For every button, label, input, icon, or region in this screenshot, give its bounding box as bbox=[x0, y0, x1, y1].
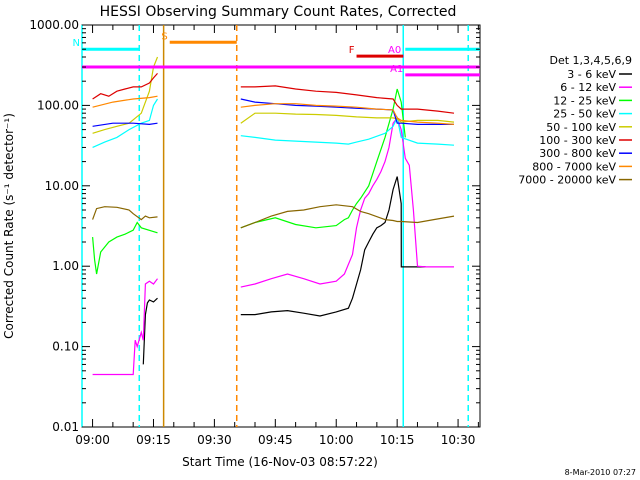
series-lines bbox=[92, 56, 455, 376]
y-ticks: 0.01 0.10 1.00 10.00 100.00 1000.00 bbox=[29, 18, 480, 434]
legend-label: 50 - 100 keV bbox=[546, 121, 616, 134]
series-line-25-50keV bbox=[92, 98, 159, 148]
y-tick-label: 1.00 bbox=[52, 259, 79, 273]
series-line-6-12keV bbox=[92, 278, 158, 376]
series-line-12-25keV bbox=[92, 221, 158, 275]
series-line-100-300keV bbox=[240, 85, 455, 114]
interval-bars: N S F A0 A1 bbox=[73, 31, 480, 77]
series-line-800-7000keV bbox=[240, 103, 455, 125]
legend-header: Det 1,3,4,5,6,9 bbox=[549, 54, 632, 67]
interval-label: A1 bbox=[390, 64, 403, 75]
series-line-12-25keV bbox=[240, 88, 406, 229]
series-line-300-800keV bbox=[92, 122, 158, 127]
interval-label: A0 bbox=[388, 45, 401, 56]
series-line-3-6keV bbox=[142, 297, 158, 365]
x-tick-label: 10:30 bbox=[441, 433, 476, 447]
plot-frame bbox=[81, 24, 481, 428]
y-tick-label: 0.01 bbox=[52, 420, 79, 434]
interval-label: F bbox=[349, 45, 355, 56]
y-tick-label: 100.00 bbox=[37, 98, 79, 112]
series-line-3-6keV bbox=[240, 176, 426, 317]
y-tick-label: 1000.00 bbox=[29, 18, 79, 32]
legend-label: 3 - 6 keV bbox=[567, 68, 616, 81]
interval-label: S bbox=[161, 31, 167, 42]
y-tick-label: 10.00 bbox=[45, 179, 79, 193]
footer-timestamp: 8-Mar-2010 07:27 bbox=[565, 468, 636, 477]
series-line-50-100keV bbox=[92, 56, 159, 134]
y-axis-label: Corrected Count Rate (s⁻¹ detector⁻¹) bbox=[2, 113, 16, 339]
x-tick-label: 09:30 bbox=[197, 433, 232, 447]
legend-label: 6 - 12 keV bbox=[560, 81, 616, 94]
series-line-100-300keV bbox=[92, 73, 158, 100]
x-tick-label: 09:15 bbox=[136, 433, 171, 447]
plot-area: N S F A0 A1 0.01 0.10 1.00 10.00 100.00 1000.00 0… bbox=[29, 18, 481, 447]
series-line-7000-20000keV bbox=[92, 206, 158, 221]
series-line-25-50keV bbox=[240, 116, 455, 146]
chart-title: HESSI Observing Summary Count Rates, Cor… bbox=[100, 4, 457, 20]
legend-label: 800 - 7000 keV bbox=[532, 160, 616, 173]
series-line-50-100keV bbox=[240, 112, 455, 124]
legend-label: 25 - 50 keV bbox=[553, 108, 616, 121]
legend-label: 300 - 800 keV bbox=[539, 147, 616, 160]
x-ticks: 09:00 09:15 09:30 09:45 10:00 10:15 10:30 bbox=[75, 25, 479, 447]
legend-label: 100 - 300 keV bbox=[539, 134, 616, 147]
legend-label: 7000 - 20000 keV bbox=[518, 174, 616, 187]
interval-label: N bbox=[73, 38, 80, 49]
series-line-7000-20000keV bbox=[240, 204, 455, 229]
x-axis-label: Start Time (16-Nov-03 08:57:22) bbox=[182, 455, 378, 469]
series-line-6-12keV bbox=[240, 116, 454, 288]
x-tick-label: 09:00 bbox=[75, 433, 110, 447]
series-line-800-7000keV bbox=[92, 95, 158, 108]
x-tick-label: 10:00 bbox=[319, 433, 354, 447]
legend-label: 12 - 25 keV bbox=[553, 94, 616, 107]
x-tick-label: 09:45 bbox=[258, 433, 293, 447]
y-tick-label: 0.10 bbox=[52, 340, 79, 354]
x-tick-label: 10:15 bbox=[380, 433, 415, 447]
